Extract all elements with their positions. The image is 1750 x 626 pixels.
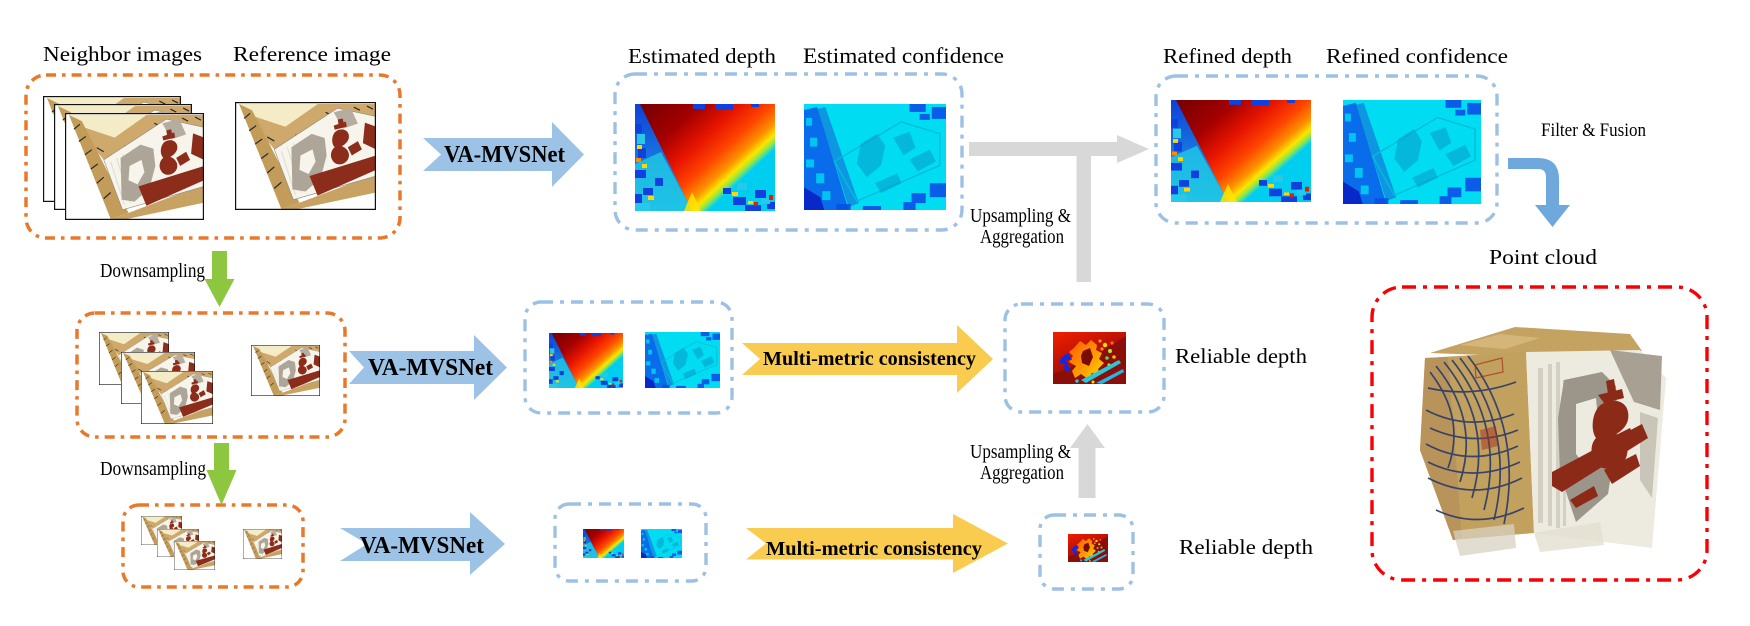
svg-text:Refined confidence: Refined confidence bbox=[1326, 44, 1508, 68]
svg-text:Downsampling: Downsampling bbox=[100, 458, 206, 480]
svg-text:Estimated depth: Estimated depth bbox=[628, 44, 777, 68]
svg-text:Reliable depth: Reliable depth bbox=[1179, 535, 1314, 559]
svg-text:Multi-metric consistency: Multi-metric consistency bbox=[766, 538, 982, 560]
svg-text:Downsampling: Downsampling bbox=[100, 260, 205, 282]
svg-text:VA-MVSNet: VA-MVSNet bbox=[444, 142, 565, 168]
svg-text:Reference image: Reference image bbox=[233, 42, 391, 66]
svg-text:Filter & Fusion: Filter & Fusion bbox=[1541, 120, 1646, 141]
svg-text:VA-MVSNet: VA-MVSNet bbox=[368, 355, 493, 381]
svg-text:Upsampling &: Upsampling & bbox=[970, 205, 1071, 227]
svg-text:Refined depth: Refined depth bbox=[1163, 44, 1293, 68]
svg-text:Aggregation: Aggregation bbox=[980, 226, 1064, 248]
svg-text:VA-MVSNet: VA-MVSNet bbox=[360, 533, 484, 559]
svg-text:Point cloud: Point cloud bbox=[1489, 245, 1598, 269]
svg-text:Neighbor images: Neighbor images bbox=[43, 42, 202, 66]
svg-text:Reliable depth: Reliable depth bbox=[1175, 344, 1308, 368]
svg-text:Aggregation: Aggregation bbox=[980, 462, 1064, 484]
svg-text:Estimated confidence: Estimated confidence bbox=[803, 43, 1004, 68]
svg-text:Multi-metric consistency: Multi-metric consistency bbox=[763, 348, 976, 370]
svg-text:Upsampling &: Upsampling & bbox=[970, 441, 1071, 463]
